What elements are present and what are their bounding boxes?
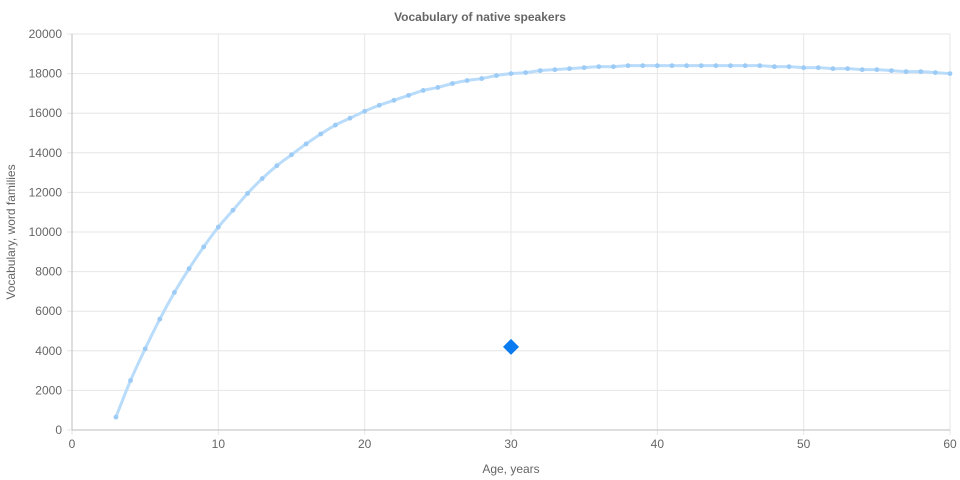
x-tick-label: 50 bbox=[797, 437, 811, 451]
vocabulary-data-point bbox=[303, 141, 309, 147]
y-tick-label: 20000 bbox=[29, 27, 63, 41]
vocabulary-data-point bbox=[698, 63, 704, 69]
vocabulary-data-point bbox=[259, 176, 265, 181]
vocabulary-data-point bbox=[815, 65, 821, 71]
x-tick-label: 40 bbox=[651, 437, 665, 451]
tick-labels: 0 10 20 30 40 50 60 0 2000 4000 6000 8000 10000 12000… bbox=[29, 27, 957, 451]
vocabulary-data-point bbox=[201, 244, 207, 250]
vocabulary-curve-line bbox=[114, 64, 951, 418]
vocabulary-data-point bbox=[450, 81, 455, 86]
y-tick-label: 16000 bbox=[29, 106, 63, 120]
vocabulary-data-point bbox=[932, 70, 938, 76]
y-tick-label: 0 bbox=[55, 423, 62, 437]
vocabulary-data-point bbox=[479, 76, 485, 81]
vocabulary-data-point bbox=[654, 63, 660, 69]
vocabulary-data-point bbox=[581, 65, 587, 71]
x-tick-label: 0 bbox=[69, 437, 76, 451]
vocabulary-data-point bbox=[274, 163, 280, 169]
vocabulary-data-point bbox=[567, 66, 572, 72]
vocabulary-data-point bbox=[859, 67, 865, 73]
vocabulary-data-point bbox=[172, 289, 177, 295]
x-tick-label: 10 bbox=[212, 437, 226, 451]
plot-area bbox=[113, 63, 953, 420]
vocabulary-data-point bbox=[742, 63, 748, 69]
vocabulary-data-point bbox=[347, 115, 353, 121]
x-axis-label: Age, years bbox=[482, 462, 539, 476]
vocabulary-data-point bbox=[874, 67, 880, 73]
vocabulary-data-point bbox=[845, 66, 850, 72]
vocabulary-data-point bbox=[537, 68, 543, 74]
vocabulary-data-point bbox=[420, 88, 426, 93]
vocabulary-data-point bbox=[596, 64, 602, 70]
vocabulary-data-point bbox=[464, 78, 470, 83]
vocabulary-data-point bbox=[918, 69, 924, 75]
chart-title: Vocabulary of native speakers bbox=[394, 10, 566, 24]
vocabulary-data-point bbox=[786, 64, 792, 70]
vocabulary-data-point bbox=[128, 378, 133, 383]
vocabulary-data-point bbox=[376, 102, 382, 108]
vocabulary-data-point bbox=[523, 70, 529, 76]
vocabulary-data-point bbox=[772, 64, 777, 70]
y-tick-label: 12000 bbox=[29, 185, 63, 199]
x-tick-label: 30 bbox=[504, 437, 518, 451]
y-tick-label: 4000 bbox=[35, 344, 62, 358]
vocabulary-data-point bbox=[684, 63, 689, 69]
vocabulary-data-point bbox=[830, 66, 836, 72]
vocabulary-data-point bbox=[669, 63, 675, 69]
y-tick-label: 14000 bbox=[29, 146, 63, 160]
y-tick-label: 18000 bbox=[29, 67, 63, 81]
vocabulary-data-point bbox=[757, 63, 763, 69]
vocabulary-data-point bbox=[640, 63, 646, 69]
vocabulary-data-point bbox=[801, 65, 807, 71]
vocabulary-data-point bbox=[318, 131, 324, 137]
vocabulary-data-point bbox=[493, 73, 499, 78]
y-tick-label: 2000 bbox=[35, 383, 62, 397]
vocabulary-data-point bbox=[245, 190, 251, 196]
vocabulary-data-point bbox=[625, 63, 631, 69]
vocabulary-data-point bbox=[889, 68, 894, 74]
vocabulary-data-point bbox=[289, 152, 294, 158]
vocabulary-data-point bbox=[903, 69, 909, 75]
vocabulary-data-point bbox=[391, 97, 397, 103]
y-tick-label: 6000 bbox=[35, 304, 62, 318]
x-tick-label: 60 bbox=[943, 437, 957, 451]
vocabulary-data-point bbox=[713, 63, 719, 69]
vocabulary-data-point bbox=[113, 414, 119, 420]
vocabulary-data-point bbox=[552, 67, 558, 73]
vocabulary-data-point bbox=[215, 224, 221, 230]
vocabulary-data-point bbox=[186, 266, 192, 272]
vocabulary-data-point bbox=[362, 108, 368, 114]
y-tick-label: 8000 bbox=[35, 265, 62, 279]
vocabulary-data-point bbox=[333, 122, 338, 128]
y-tick-label: 10000 bbox=[29, 225, 63, 239]
vocabulary-data-point bbox=[947, 71, 953, 76]
vocabulary-data-point bbox=[435, 85, 441, 90]
vocabulary-data-point bbox=[508, 71, 514, 76]
grid bbox=[67, 33, 951, 435]
vocabulary-data-point bbox=[142, 346, 148, 352]
vocabulary-data-point bbox=[611, 64, 616, 70]
x-tick-label: 20 bbox=[358, 437, 372, 451]
y-axis-label: Vocabulary, word families bbox=[4, 164, 18, 299]
vocabulary-data-point bbox=[406, 92, 411, 98]
highlight-diamond-point bbox=[503, 338, 519, 355]
vocabulary-data-point bbox=[157, 316, 163, 322]
vocabulary-data-point bbox=[728, 63, 733, 69]
vocabulary-data-point bbox=[230, 207, 236, 213]
axes bbox=[71, 34, 950, 431]
